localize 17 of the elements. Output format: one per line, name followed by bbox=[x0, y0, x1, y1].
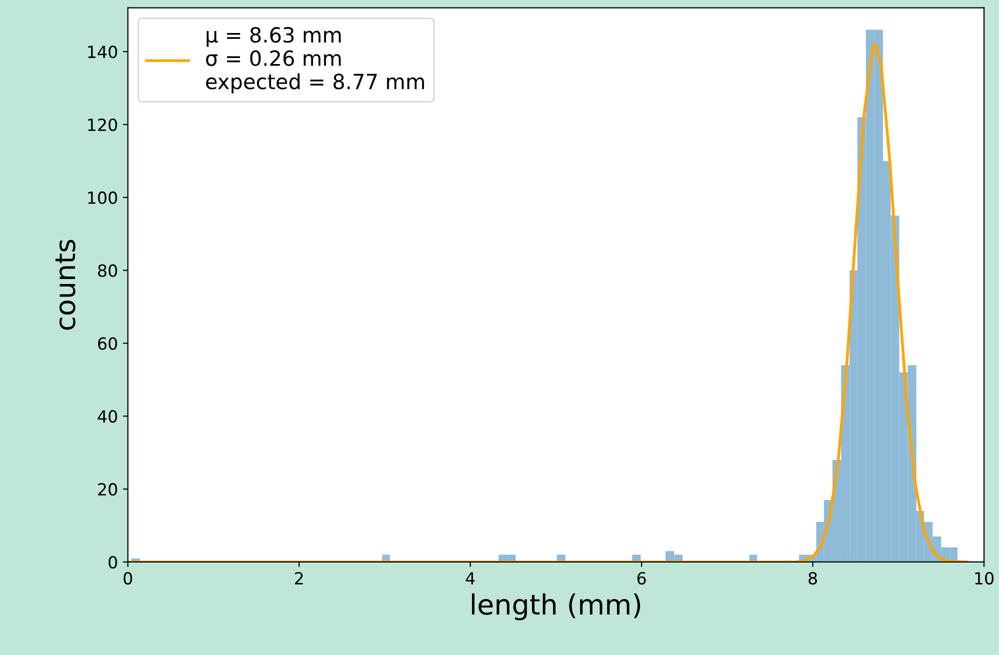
y-tick-label: 60 bbox=[98, 337, 118, 350]
y-tick-label: 40 bbox=[98, 410, 118, 423]
x-tick-label: 6 bbox=[637, 572, 646, 585]
legend-label: μ = 8.63 mm σ = 0.26 mm expected = 8.77 mm bbox=[206, 26, 424, 94]
y-tick-label: 140 bbox=[88, 46, 118, 58]
y-tick-label: 100 bbox=[88, 191, 118, 204]
x-tick-label: 4 bbox=[466, 572, 475, 584]
x-tick-label: 0 bbox=[124, 572, 132, 585]
y-tick-label: 120 bbox=[88, 118, 118, 132]
x-tick-label: 2 bbox=[295, 572, 303, 584]
y-tick-label: 20 bbox=[98, 483, 118, 496]
x-axis-title: length (mm) bbox=[472, 593, 640, 620]
y-tick-label: 80 bbox=[98, 264, 118, 277]
x-tick-label: 10 bbox=[975, 572, 994, 585]
y-axis-title: counts bbox=[56, 240, 76, 330]
x-tick-label: 8 bbox=[808, 572, 817, 585]
y-tick-label: 0 bbox=[108, 556, 118, 569]
